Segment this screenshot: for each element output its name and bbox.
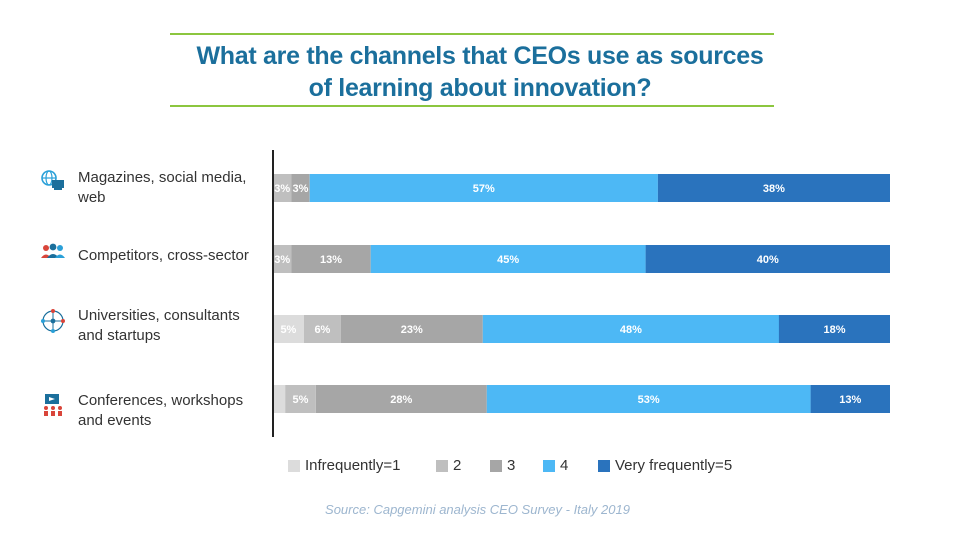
bar-label-cat4-series5: 13%: [839, 394, 861, 406]
bar-segment-cat1-series5: [657, 174, 890, 202]
bar-label-cat1-series5: 38%: [763, 183, 785, 195]
people-group-icon: [41, 243, 65, 258]
legend-label-4: 4: [560, 457, 569, 474]
category-label-universities: Universities, consultants and startups: [78, 306, 268, 346]
bar-label-cat3-series2: 6%: [314, 324, 330, 336]
legend-label-1: Infrequently=1: [305, 457, 401, 474]
bar-label-cat1-series2: 3%: [274, 183, 290, 195]
legend-swatch-5: [598, 459, 610, 472]
bar-segment-cat2-series2: [273, 245, 292, 273]
bar-segment-cat3-series2: [303, 315, 341, 343]
category-label-universities-line-2: and startups: [78, 327, 161, 344]
bar-label-cat4-series3: 28%: [390, 394, 412, 406]
category-label-conferences-line-2: and events: [78, 412, 152, 429]
category-label-magazines: Magazines, social media, web: [78, 168, 268, 208]
bar-segment-cat1-series2: [273, 174, 292, 202]
category-label-universities-line-1: Universities, consultants: [78, 307, 240, 324]
bar-label-cat3-series4: 48%: [620, 324, 642, 336]
source-note: Source: Capgemini analysis CEO Survey - …: [325, 502, 630, 517]
bar-segment-cat2-series4: [370, 245, 646, 273]
bar-label-cat2-series5: 40%: [757, 254, 779, 266]
bar-label-cat3-series1: 5%: [280, 324, 296, 336]
bar-segment-cat1-series3: [291, 174, 310, 202]
legend-item-1: Infrequently=1: [288, 457, 401, 474]
legend-item-5: Very frequently=5: [598, 457, 732, 474]
legend-label-3: 3: [507, 457, 516, 474]
category-label-conferences-line-1: Conferences, workshops: [78, 392, 244, 409]
legend-swatch-4: [543, 459, 555, 472]
category-label-competitors-line-1: Competitors, cross-sector: [78, 247, 249, 264]
bar-label-cat2-series2: 3%: [274, 254, 290, 266]
presenter-audience-icon: [44, 394, 62, 416]
bar-segment-cat1-series4: [309, 174, 658, 202]
bar-label-cat1-series3: 3%: [293, 183, 309, 195]
bar-segment-cat3-series5: [778, 315, 890, 343]
legend-swatch-3: [490, 459, 502, 472]
bar-segment-cat4-series1: [273, 385, 286, 413]
globe-screen-icon: [41, 170, 64, 190]
legend-item-4: 4: [543, 457, 568, 474]
category-label-magazines-line-2: web: [78, 189, 106, 206]
bar-label-cat1-series4: 57%: [473, 183, 495, 195]
legend-swatch-2: [436, 459, 448, 472]
bar-segment-cat3-series4: [482, 315, 779, 343]
bar-segment-cat2-series5: [645, 245, 890, 273]
legend-swatch-1: [288, 459, 300, 472]
bar-segment-cat4-series3: [315, 385, 487, 413]
bar-segment-cat4-series5: [810, 385, 890, 413]
title-bottom-rule: [170, 105, 774, 107]
category-axis-line: [272, 150, 274, 437]
bar-label-cat3-series3: 23%: [401, 324, 423, 336]
category-label-conferences: Conferences, workshops and events: [78, 391, 268, 431]
legend-item-3: 3: [490, 457, 515, 474]
category-label-competitors: Competitors, cross-sector: [78, 246, 268, 266]
legend-item-2: 2: [436, 457, 461, 474]
bar-segment-cat4-series4: [486, 385, 811, 413]
bar-segment-cat2-series3: [291, 245, 371, 273]
bar-label-cat2-series3: 13%: [320, 254, 342, 266]
bar-segment-cat3-series3: [340, 315, 483, 343]
bar-label-cat3-series5: 18%: [823, 324, 845, 336]
network-globe-icon: [41, 309, 65, 333]
chart-title-line-1: What are the channels that CEOs use as s…: [196, 42, 764, 70]
bar-label-cat4-series4: 53%: [638, 394, 660, 406]
bar-segment-cat4-series2: [285, 385, 316, 413]
legend-label-2: 2: [453, 457, 462, 474]
bar-segment-cat3-series1: [273, 315, 304, 343]
chart-title: What are the channels that CEOs use as s…: [140, 40, 820, 104]
category-label-magazines-line-1: Magazines, social media,: [78, 169, 247, 186]
bar-label-cat4-series2: 5%: [293, 394, 309, 406]
title-top-rule: [170, 33, 774, 35]
chart-title-line-2: of learning about innovation?: [308, 74, 652, 102]
legend-label-5: Very frequently=5: [615, 457, 733, 474]
bar-label-cat2-series4: 45%: [497, 254, 519, 266]
